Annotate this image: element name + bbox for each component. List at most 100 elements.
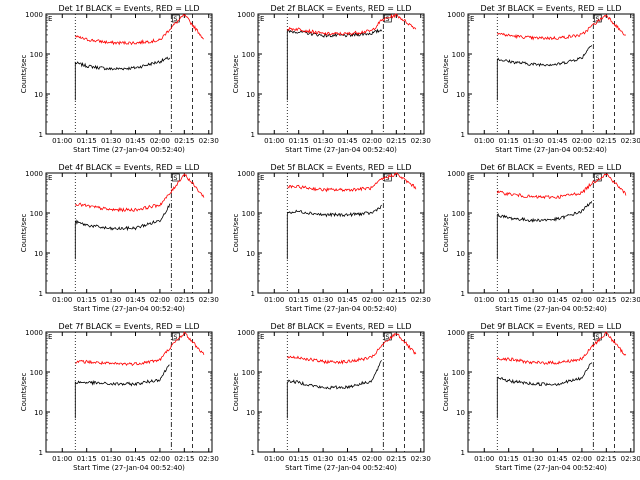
x-tick-label: 01:45 [337,137,357,145]
x-tick-label: 01:30 [313,137,333,145]
x-tick-label: 01:30 [313,455,333,463]
panel-3: Det 3f BLACK = Events, RED = LLD 1 10 100 10… [442,4,640,154]
marker-e-label: E [48,15,52,23]
x-tick-label: 01:00 [474,137,494,145]
x-tick-label: 02:30 [199,137,219,145]
y-tick-label: 100 [242,51,255,59]
events-series-line [496,362,593,419]
x-tick-label: 02:00 [572,296,592,304]
x-tick-label: 02:30 [199,296,219,304]
marker-s-box [383,332,392,341]
x-tick-label: 01:45 [337,296,357,304]
x-tick-label: 01:30 [101,296,121,304]
panel-title: Det 6f BLACK = Events, RED = LLD [480,163,621,172]
x-axis-label: Start Time (27-Jan-04 00:52:40) [73,464,185,472]
y-tick-label: 10 [456,91,465,99]
x-axis-label: Start Time (27-Jan-04 00:52:40) [285,146,397,154]
events-series-line [74,364,170,419]
x-tick-label: 01:30 [523,137,543,145]
marker-e-label: E [470,174,474,182]
x-tick-label: 01:15 [499,137,519,145]
plot-frame [467,13,635,135]
panel-title: Det 3f BLACK = Events, RED = LLD [480,4,621,13]
lld-series-line [496,14,627,41]
panel-title: Det 8f BLACK = Events, RED = LLD [270,322,411,331]
x-tick-label: 01:00 [474,455,494,463]
y-tick-label: 1 [251,449,255,457]
marker-s-label: S [173,174,177,182]
x-tick-label: 01:45 [547,455,567,463]
x-tick-label: 02:30 [621,137,640,145]
y-tick-label: 10 [34,250,43,258]
lld-series-line [496,173,627,200]
marker-s-box [171,173,180,182]
x-tick-label: 02:30 [199,455,219,463]
x-tick-label: 01:00 [52,296,72,304]
y-axis-label: Counts/sec [20,55,28,94]
marker-e-label: E [260,15,264,23]
x-tick-label: 02:30 [411,296,431,304]
x-tick-label: 02:15 [596,137,616,145]
y-tick-label: 100 [452,369,465,377]
marker-e-label: E [470,333,474,341]
y-tick-label: 10 [456,409,465,417]
panel-title: Det 2f BLACK = Events, RED = LLD [270,4,411,13]
events-series-line [74,56,171,101]
y-tick-label: 1 [251,290,255,298]
x-axis-label: Start Time (27-Jan-04 00:52:40) [495,146,607,154]
x-tick-label: 02:30 [411,455,431,463]
lld-series-line [496,331,627,365]
y-axis-label: Counts/sec [232,55,240,94]
x-tick-label: 01:15 [77,455,97,463]
x-tick-label: 01:00 [264,296,284,304]
x-tick-label: 01:45 [547,296,567,304]
y-tick-label: 1 [461,449,465,457]
x-tick-label: 02:00 [362,455,382,463]
x-tick-label: 02:15 [174,137,194,145]
marker-s-label: S [173,333,177,341]
y-tick-label: 1 [461,290,465,298]
x-axis-label: Start Time (27-Jan-04 00:52:40) [73,146,185,154]
x-tick-label: 01:30 [101,455,121,463]
lld-series-line [287,172,417,193]
panel-title: Det 5f BLACK = Events, RED = LLD [270,163,411,172]
y-tick-label: 1000 [447,329,465,337]
x-tick-label: 02:00 [572,137,592,145]
panel-1: Det 1f BLACK = Events, RED = LLD 1 10 100 10… [20,4,219,154]
y-tick-label: 1000 [237,11,255,19]
x-tick-label: 02:15 [386,455,406,463]
y-tick-label: 100 [242,210,255,218]
x-tick-label: 02:30 [621,296,640,304]
x-tick-label: 01:15 [77,137,97,145]
marker-s-label: S [595,174,599,182]
y-tick-label: 1000 [237,170,255,178]
panel-6: Det 6f BLACK = Events, RED = LLD 1 10 100 10… [442,163,640,313]
y-tick-label: 100 [242,369,255,377]
y-axis-label: Counts/sec [232,214,240,253]
y-tick-label: 1000 [25,11,43,19]
x-tick-label: 01:30 [523,296,543,304]
x-tick-label: 01:15 [289,455,309,463]
marker-s-label: S [595,333,599,341]
marker-e-label: E [470,15,474,23]
panel-title: Det 4f BLACK = Events, RED = LLD [58,163,199,172]
y-tick-label: 1 [461,131,465,139]
marker-s-label: S [385,333,389,341]
x-tick-label: 02:30 [621,455,640,463]
marker-s-label: S [595,15,599,23]
panel-8: Det 8f BLACK = Events, RED = LLD 1 10 100 10… [232,322,431,472]
x-axis-label: Start Time (27-Jan-04 00:52:40) [495,464,607,472]
x-axis-label: Start Time (27-Jan-04 00:52:40) [285,305,397,313]
x-tick-label: 01:15 [499,296,519,304]
x-tick-label: 01:15 [289,137,309,145]
plot-frame [257,13,425,135]
y-tick-label: 1 [39,290,43,298]
marker-e-label: E [48,333,52,341]
plot-frame [257,331,425,453]
y-tick-label: 100 [30,369,43,377]
y-tick-label: 10 [246,409,255,417]
x-tick-label: 02:00 [150,455,170,463]
y-tick-label: 10 [246,250,255,258]
plot-frame [45,13,213,135]
marker-e-label: E [260,333,264,341]
